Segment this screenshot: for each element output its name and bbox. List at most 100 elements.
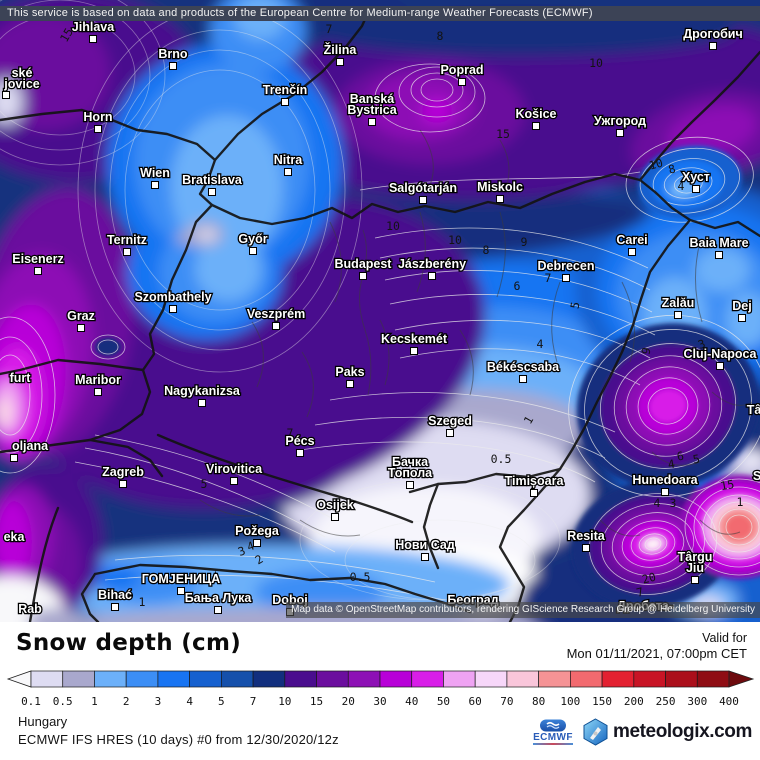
- contour-value-label: 0.5: [491, 452, 512, 466]
- city-label: Хуст: [682, 170, 710, 184]
- city-label: Nitra: [274, 153, 304, 167]
- city-marker: [421, 553, 429, 561]
- model-run-info: ECMWF IFS HRES (10 days) #0 from 12/30/2…: [18, 732, 339, 747]
- legend-color-cell: [125, 670, 159, 688]
- legend-color-cell: [347, 670, 381, 688]
- contour-value-label: 15: [57, 25, 76, 44]
- city: Carei: [615, 232, 649, 256]
- city-marker: [281, 98, 289, 106]
- city-marker: [410, 347, 418, 355]
- city-label: Ternitz: [107, 233, 147, 247]
- city-marker: [284, 168, 292, 176]
- city: Bratislava: [181, 172, 244, 196]
- legend-tick-label: 50: [437, 695, 450, 708]
- legend-tick-label: 20: [342, 695, 355, 708]
- contour-value-label: 7: [326, 22, 333, 36]
- contour-value-label: 8: [483, 243, 490, 257]
- region-name: Hungary: [18, 714, 68, 729]
- legend-tick-label: 100: [560, 695, 580, 708]
- city-label: Дрогобич: [683, 27, 743, 41]
- city-marker: [691, 576, 699, 584]
- city-marker: [230, 477, 238, 485]
- city: Zalău: [660, 295, 696, 319]
- city-label: Bratislava: [182, 173, 243, 187]
- legend-color-cell: [379, 670, 413, 688]
- city-label: Wien: [140, 166, 170, 180]
- city-label: furt: [10, 371, 32, 385]
- legend-tick-label: 0.1: [21, 695, 41, 708]
- legend-tick-label: 400: [719, 695, 739, 708]
- legend-color-cell: [538, 670, 571, 688]
- legend-tick-label: 60: [469, 695, 482, 708]
- legend-color-cell: [665, 670, 698, 688]
- contour-value-label: 4: [537, 337, 544, 351]
- legend-color-cell: [633, 670, 666, 688]
- city: S: [752, 468, 760, 485]
- city: Košice: [514, 106, 558, 130]
- city-label: Graz: [67, 309, 95, 323]
- city-label: Jiu: [686, 561, 704, 575]
- legend-tick-label: 2: [123, 695, 130, 708]
- contour-value-label: 7: [545, 271, 552, 285]
- legend-tick-label: 40: [405, 695, 418, 708]
- city: Trenčín: [261, 82, 309, 106]
- contour-value-label: 3: [236, 543, 247, 559]
- city-marker: [169, 305, 177, 313]
- map-attribution: Map data © OpenStreetMap contributors, r…: [286, 602, 760, 618]
- city-label: Dej: [732, 299, 751, 313]
- admin-border-layer: [199, 129, 753, 537]
- contour-value-label: 3: [696, 336, 707, 352]
- city: ГОМЈЕНИЦА: [140, 571, 222, 595]
- city-label: jovice: [3, 77, 39, 91]
- city-marker: [406, 481, 414, 489]
- city-marker: [214, 606, 222, 614]
- legend-title: Snow depth (cm): [16, 630, 242, 656]
- city: Miskolc: [476, 179, 524, 203]
- city-label: Salgótarján: [389, 181, 457, 195]
- city-label: Osijek: [316, 498, 354, 512]
- city-label: Tâ: [747, 403, 760, 417]
- contour-value-label: 1: [139, 595, 146, 609]
- city-label: Târgu: [678, 550, 713, 564]
- city: Debrecen: [536, 258, 596, 282]
- city: Tâ: [745, 402, 760, 419]
- city: Eisenerz: [11, 251, 65, 275]
- city-label: Zagreb: [102, 465, 144, 479]
- city: Wien: [139, 165, 171, 189]
- city-label: Pécs: [285, 434, 314, 448]
- city: Horn: [82, 109, 114, 133]
- city-marker: [346, 380, 354, 388]
- contour-value-label: 4: [678, 179, 685, 193]
- city-marker: [661, 488, 669, 496]
- city-marker: [716, 362, 724, 370]
- ecmwf-logo-icon: [539, 719, 566, 732]
- contour-value-label: 10: [647, 156, 664, 173]
- weather-map[interactable]: 15 7 8 10 15 10 8 4 10 10 8 9 7 6 5 4 9 3 7 5 4 3 2 1 0.5 1 0.5 4 6 5…: [0, 0, 760, 682]
- legend-tick-label: 1: [91, 695, 98, 708]
- city-marker: [709, 42, 717, 50]
- city-label: Budapest: [335, 257, 393, 271]
- meteologix-logo[interactable]: meteologix.com: [582, 718, 752, 746]
- city-marker: [77, 324, 85, 332]
- legend-color-cell: [474, 670, 508, 688]
- city-label: Ужгород: [594, 114, 646, 128]
- city-marker: [208, 188, 216, 196]
- meteologix-logo-text: meteologix.com: [612, 721, 752, 742]
- legend-color-cell: [189, 670, 222, 688]
- legend-tick-label: 0.5: [53, 695, 73, 708]
- meteologix-logo-icon: [583, 718, 608, 746]
- city-marker: [446, 429, 454, 437]
- city: Kecskemét: [380, 331, 449, 355]
- city: Bihać: [97, 587, 133, 611]
- ecmwf-logo[interactable]: ECMWF: [531, 719, 575, 745]
- city-marker: [419, 196, 427, 204]
- contour-value-label: 4: [245, 538, 256, 554]
- legend-tick-label: 70: [500, 695, 513, 708]
- city-marker: [530, 489, 538, 497]
- contour-value-label: 10: [386, 219, 400, 233]
- city: Дрогобич: [682, 26, 744, 50]
- city-marker: [692, 185, 700, 193]
- legend-color-cell: [221, 670, 254, 688]
